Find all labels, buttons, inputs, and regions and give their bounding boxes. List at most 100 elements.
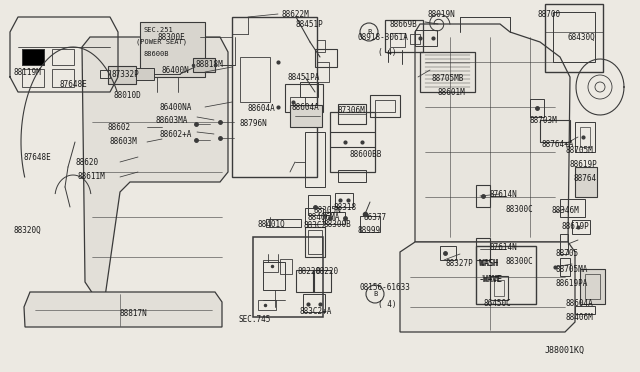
Bar <box>575 122 595 152</box>
Text: 88451P: 88451P <box>296 19 324 29</box>
Text: 88604A: 88604A <box>292 103 320 112</box>
Polygon shape <box>400 242 575 332</box>
Text: 88604A: 88604A <box>248 103 276 112</box>
Bar <box>545 4 603 72</box>
Text: 88622M: 88622M <box>282 10 310 19</box>
Bar <box>82 49 104 65</box>
Polygon shape <box>415 24 570 242</box>
Bar <box>560 234 568 254</box>
Text: 87614N: 87614N <box>490 189 518 199</box>
Bar <box>305 208 323 224</box>
Bar <box>580 127 590 147</box>
Text: 88705: 88705 <box>555 250 578 259</box>
Bar <box>22 49 44 65</box>
Text: 86400N: 86400N <box>162 65 189 74</box>
Text: 88620: 88620 <box>75 157 98 167</box>
Text: 88603M: 88603M <box>110 137 138 145</box>
Text: 87648E: 87648E <box>23 153 51 161</box>
Bar <box>82 69 104 87</box>
Bar <box>263 262 285 290</box>
Text: 88602: 88602 <box>107 122 130 131</box>
Text: 88119M: 88119M <box>14 67 42 77</box>
Bar <box>440 246 456 260</box>
Text: 88796N: 88796N <box>240 119 268 128</box>
Text: -WAVE: -WAVE <box>480 276 503 285</box>
Text: 08918-3061A: 08918-3061A <box>358 32 409 42</box>
Bar <box>415 30 437 46</box>
Text: 88619P: 88619P <box>570 160 598 169</box>
Bar <box>308 230 322 254</box>
Bar <box>575 167 597 197</box>
Text: 88619PA: 88619PA <box>555 279 588 289</box>
Text: 87306M: 87306M <box>338 106 365 115</box>
Text: 88604A: 88604A <box>565 299 593 308</box>
Text: 88300E: 88300E <box>158 32 186 42</box>
Bar <box>52 69 74 87</box>
Text: 88300C: 88300C <box>505 205 532 214</box>
Bar <box>22 69 44 87</box>
Text: 883C2: 883C2 <box>304 221 327 230</box>
Text: 88700: 88700 <box>538 10 561 19</box>
Bar <box>572 220 590 234</box>
Bar <box>317 62 329 82</box>
Bar <box>136 68 154 80</box>
Polygon shape <box>82 37 228 297</box>
Text: 88401Q: 88401Q <box>258 219 285 228</box>
Text: 86450C: 86450C <box>483 299 511 308</box>
Text: 88010D: 88010D <box>113 90 141 99</box>
Bar <box>530 99 544 117</box>
Bar <box>338 104 366 124</box>
Bar <box>585 274 600 299</box>
Text: 87614N: 87614N <box>490 243 518 251</box>
Bar <box>490 276 508 300</box>
Text: 88305N: 88305N <box>314 205 342 215</box>
Text: 88817N: 88817N <box>120 310 148 318</box>
Bar <box>52 49 74 65</box>
Text: SEC.251: SEC.251 <box>143 27 173 33</box>
Text: 88764+A: 88764+A <box>541 140 573 148</box>
Text: 88406M: 88406M <box>565 312 593 321</box>
Text: 88611M: 88611M <box>78 171 106 180</box>
Text: 88406MA: 88406MA <box>307 212 339 221</box>
Text: 88346M: 88346M <box>551 205 579 215</box>
Text: 88320Q: 88320Q <box>13 225 41 234</box>
Bar <box>263 260 278 272</box>
Bar <box>232 17 317 177</box>
Bar <box>296 270 314 292</box>
Text: 88220: 88220 <box>297 267 320 276</box>
Bar <box>253 237 323 317</box>
Bar <box>560 258 570 276</box>
Bar <box>317 40 325 52</box>
Bar <box>476 246 536 304</box>
Text: 88705MB: 88705MB <box>432 74 465 83</box>
Text: 88220: 88220 <box>315 267 338 276</box>
Bar <box>280 259 292 274</box>
Bar <box>360 216 380 232</box>
Text: 88602+A: 88602+A <box>160 129 193 138</box>
Text: B: B <box>367 29 371 35</box>
Text: 88300B: 88300B <box>324 219 352 228</box>
Bar <box>370 95 400 117</box>
Text: 86377: 86377 <box>363 212 386 221</box>
Bar <box>258 300 276 310</box>
Text: 88603MA: 88603MA <box>156 115 188 125</box>
Bar <box>540 120 570 142</box>
Text: 88019N: 88019N <box>428 10 456 19</box>
Text: 87648E: 87648E <box>60 80 88 89</box>
Bar <box>303 294 325 312</box>
Bar <box>290 97 305 107</box>
Text: 88318: 88318 <box>334 202 357 212</box>
Text: 87332P: 87332P <box>112 70 140 78</box>
Bar <box>313 270 331 292</box>
Text: -WAVE: -WAVE <box>479 276 502 285</box>
Text: 08156-61633: 08156-61633 <box>360 282 411 292</box>
Bar <box>100 70 110 78</box>
Bar <box>308 195 330 215</box>
Text: WASH: WASH <box>479 260 497 269</box>
Bar <box>338 170 366 182</box>
Bar <box>375 100 395 112</box>
Text: 883C2+A: 883C2+A <box>300 308 332 317</box>
Bar <box>335 193 353 207</box>
Text: 88669B: 88669B <box>390 19 418 29</box>
Text: 88451PA: 88451PA <box>288 73 321 81</box>
